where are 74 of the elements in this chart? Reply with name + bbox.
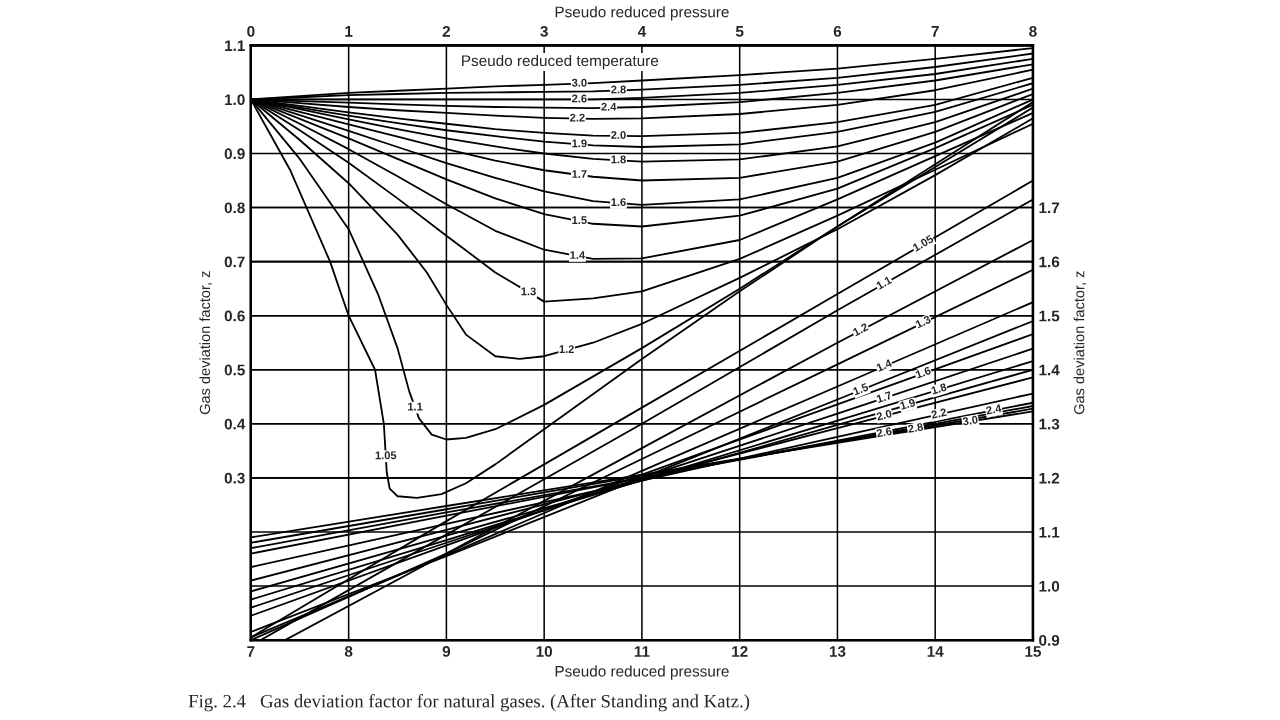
x2-tick-label: 0 xyxy=(247,25,255,37)
series-label: 1.2 xyxy=(559,345,574,353)
text: 1.5 xyxy=(852,382,869,396)
y2-tick-label: 1.3 xyxy=(1039,418,1060,430)
x2-tick-label: 8 xyxy=(1029,25,1037,37)
x2-tick-label: 7 xyxy=(931,26,939,37)
series-label: 1.3 xyxy=(521,287,536,296)
caption: Fig. 2.4 Gas deviation factor for natural gases. (After Standing and Katz.) xyxy=(188,694,750,712)
x-tick-label: 15 xyxy=(1025,646,1042,657)
text: 1.2 xyxy=(852,322,869,337)
x2-tick-label: 4 xyxy=(637,26,647,37)
text: 1.4 xyxy=(876,358,893,372)
text: 2.2 xyxy=(930,407,947,419)
x-tick-label: 14 xyxy=(927,646,944,657)
series-label: 2.0 xyxy=(611,131,626,139)
y2-tick-label: 1.7 xyxy=(1039,202,1060,214)
series-label: 2.4 xyxy=(601,102,617,111)
y2-tick-label: 1.5 xyxy=(1039,310,1060,322)
y2-tick-label: 1.1 xyxy=(1039,526,1060,538)
series-label: 1.05 xyxy=(375,451,397,460)
y-tick-label: 0.9 xyxy=(224,148,245,160)
series-label: 2.6 xyxy=(572,94,587,103)
x-tick-label: 9 xyxy=(442,646,451,657)
text: 2.0 xyxy=(876,409,893,421)
series-label: 2.2 xyxy=(570,113,585,122)
text: 1.05 xyxy=(912,234,935,252)
x2-axis-title: Pseudo reduced pressure xyxy=(555,6,729,21)
y2-tick-label: 1.6 xyxy=(1039,256,1060,268)
text: 1.8 xyxy=(930,382,948,395)
text: 1.7 xyxy=(876,391,893,403)
x-tick-label: 8 xyxy=(344,646,353,657)
x-tick-label: 10 xyxy=(536,646,553,657)
y2-axis-title: Gas deviation factor, z xyxy=(1073,271,1087,415)
text: 1.6 xyxy=(915,366,932,379)
x-tick-label: 12 xyxy=(732,646,748,657)
series-label: 1.8 xyxy=(611,155,626,164)
x2-tick-label: 1 xyxy=(345,26,353,37)
y-axis-title: Gas deviation factor, z xyxy=(199,271,212,415)
x-tick-label: 7 xyxy=(247,646,255,657)
y2-tick-label: 1.0 xyxy=(1039,580,1060,592)
x-tick-label: 11 xyxy=(634,646,650,657)
text: 1.1 xyxy=(875,275,893,290)
x-tick-label: 13 xyxy=(829,646,846,657)
text: 1.3 xyxy=(915,315,932,329)
y2-tick-label: 1.2 xyxy=(1039,472,1060,484)
y-tick-label: 1.0 xyxy=(225,94,245,106)
series-label: 1.7 xyxy=(572,170,587,178)
series-label: 3.0 xyxy=(571,78,587,87)
x2-tick-label: 6 xyxy=(833,25,842,37)
y-tick-label: 0.4 xyxy=(224,418,246,430)
y2-tick-label: 1.4 xyxy=(1039,364,1060,376)
series-label: 2.8 xyxy=(611,85,626,94)
text: 2.6 xyxy=(876,426,893,438)
series-label: 1.5 xyxy=(572,216,587,225)
text: 1.9 xyxy=(899,398,916,410)
x2-tick-label: 3 xyxy=(540,25,548,37)
x2-tick-label: 5 xyxy=(735,26,744,37)
x2-tick-label: 2 xyxy=(442,25,451,37)
series-label: 1.9 xyxy=(572,139,587,148)
series-label: 1.1 xyxy=(408,402,423,411)
y-tick-label: 0.3 xyxy=(224,472,245,484)
series-label: 1.6 xyxy=(611,198,626,207)
y-tick-label: 0.6 xyxy=(224,310,245,322)
series-label: 1.4 xyxy=(570,251,586,259)
text: 2.4 xyxy=(985,404,1002,415)
x-axis-title: Pseudo reduced pressure xyxy=(555,665,729,680)
annotation: Pseudo reduced temperature xyxy=(462,54,659,70)
text: 3.0 xyxy=(962,415,979,426)
text: 2.8 xyxy=(907,422,924,433)
y-tick-label: 0.7 xyxy=(224,256,245,268)
y-tick-label: 0.8 xyxy=(224,202,245,214)
y2-tick-label: 0.9 xyxy=(1039,634,1060,646)
y-tick-label: 0.5 xyxy=(224,364,245,376)
y-tick-label: 1.1 xyxy=(225,40,245,51)
